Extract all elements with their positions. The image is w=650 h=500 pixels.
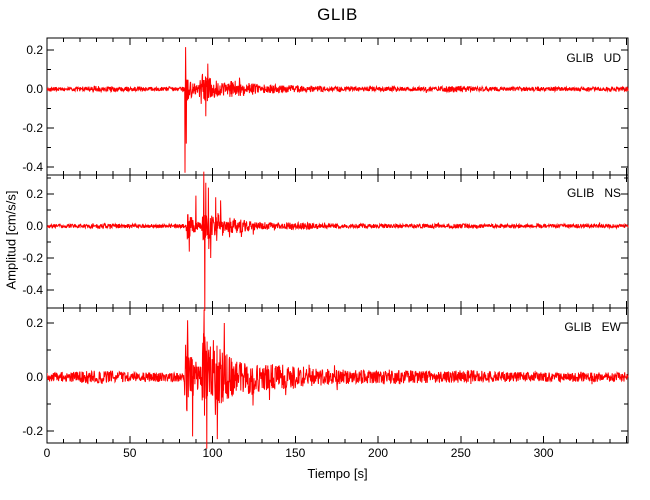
x-tick-label: 0 [44,446,51,460]
x-tick-label: 250 [451,446,471,460]
x-tick-label: 100 [203,446,223,460]
y-tick-label: 0.2 [26,43,43,57]
x-tick-label: 50 [123,446,137,460]
y-tick-label: 0.0 [26,370,43,384]
x-tick-label: 200 [368,446,388,460]
x-axis-label: Tiempo [s] [307,466,368,481]
y-tick-label: -0.2 [22,251,43,265]
panel-label-ud: GLIB UD [566,51,621,65]
y-tick-label: -0.2 [22,121,43,135]
x-tick-label: 150 [285,446,305,460]
trace-ud [47,47,629,173]
panel-frame-ud [46,37,629,176]
panel-frame-ns [46,174,629,309]
panel-label-ew: GLIB EW [564,320,621,334]
trace-ns [47,171,629,311]
y-tick-label: -0.4 [22,160,43,174]
y-tick-label: 0.2 [26,316,43,330]
y-tick-label: 0.2 [26,187,43,201]
panel-label-ns: GLIB NS [566,186,621,200]
trace-ew [47,309,629,449]
y-tick-label: 0.0 [26,219,43,233]
y-tick-label: 0.0 [26,82,43,96]
x-tick-label: 300 [534,446,554,460]
figure-title: GLIB [317,5,358,24]
y-tick-label: -0.4 [22,283,43,297]
y-tick-label: -0.2 [22,424,43,438]
